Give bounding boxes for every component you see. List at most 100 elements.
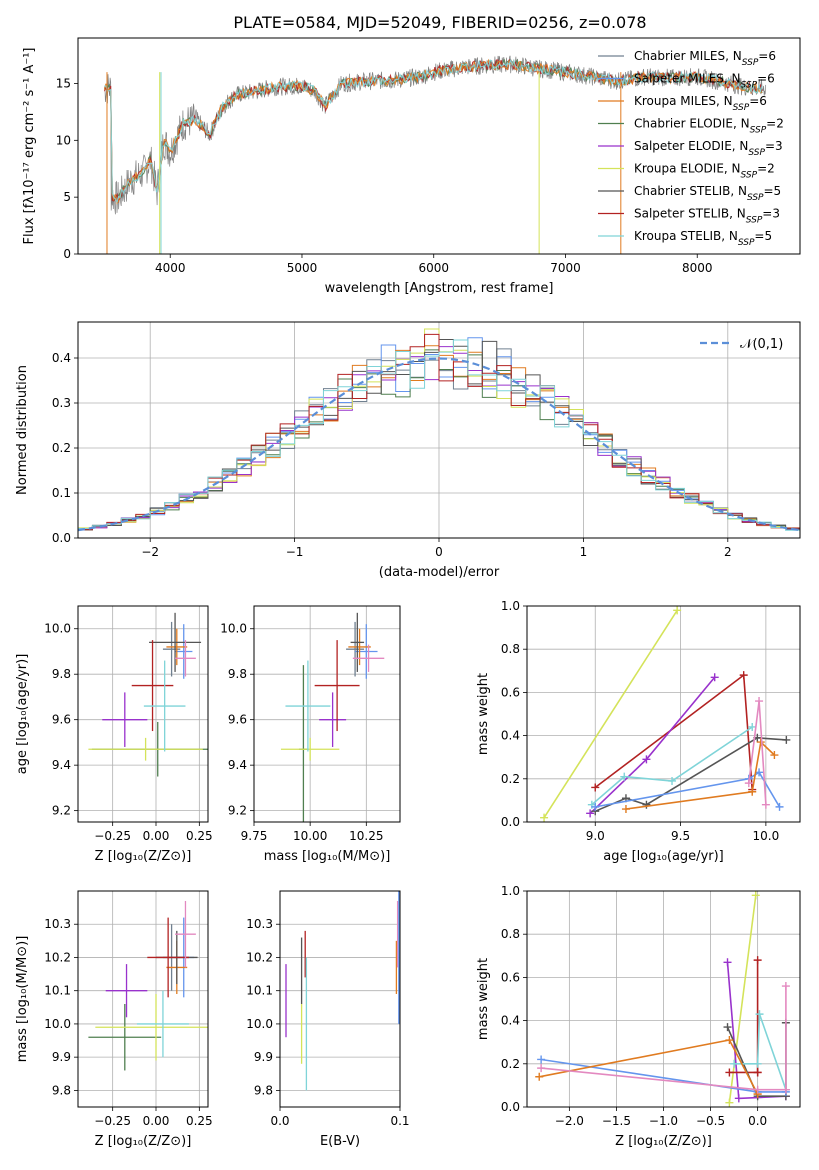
y-tick-label: 9.4 [228, 758, 247, 772]
weight-marker [734, 1094, 743, 1103]
y-tick-label: 9.8 [254, 1083, 273, 1097]
y-tick-label: 0.0 [501, 1100, 520, 1114]
x-tick-label: 2 [724, 545, 732, 559]
weight-marker [537, 1064, 546, 1073]
y-tick-label: 10.3 [246, 917, 273, 931]
x-tick-label: −0.25 [94, 1114, 131, 1128]
weight-marker [751, 891, 760, 900]
x-tick-label: −1.0 [649, 1114, 678, 1128]
y-tick-label: 10.2 [246, 950, 273, 964]
weight-marker [755, 1010, 764, 1019]
observed-spectrum [104, 55, 767, 215]
weight-marker [753, 1068, 762, 1077]
x-tick-label: 0.00 [143, 829, 170, 843]
weight-line [734, 1013, 787, 1090]
x-tick-label: −1.5 [602, 1114, 631, 1128]
weight-marker [725, 1036, 734, 1045]
y-tick-label: 10.2 [44, 950, 71, 964]
weight-marker [755, 697, 764, 706]
weight-marker [586, 809, 595, 818]
y-axis-label: Flux [fλ10⁻¹⁷ erg cm⁻² s⁻¹ A⁻¹] [22, 48, 37, 245]
y-tick-label: 10.0 [44, 622, 71, 636]
weight-marker [723, 958, 732, 967]
y-tick-label: 0.8 [501, 642, 520, 656]
y-tick-label: 10.1 [44, 984, 71, 998]
y-tick-label: 0.4 [501, 1014, 520, 1028]
weight_vs_Z-plot-area [535, 891, 790, 1107]
x-tick-label: 9.0 [586, 829, 605, 843]
y-tick-label: 0.8 [501, 927, 520, 941]
weight-marker [781, 982, 790, 991]
y-tick-label: 10.0 [44, 1017, 71, 1031]
y-tick-label: 9.6 [52, 713, 71, 727]
x-tick-label: 7000 [550, 261, 581, 275]
normal-curve [78, 357, 800, 532]
x-tick-label: −2 [141, 545, 159, 559]
axes-frame [77, 605, 209, 823]
weight-marker [725, 1098, 734, 1107]
weight-marker [756, 738, 765, 747]
spectrum-plot-area [103, 55, 767, 254]
x-tick-label: 0.25 [186, 1114, 213, 1128]
y-axis-label: mass [log₁₀(M/M⊙)] [15, 936, 30, 1063]
y-tick-label: 10.0 [246, 1017, 273, 1031]
y-tick-label: 0.4 [52, 351, 71, 365]
weight-line [728, 895, 757, 1103]
y-axis-label: Normed distribution [15, 365, 30, 495]
x-tick-label: 0.0 [270, 1114, 289, 1128]
mass_vs_Z-plot-area [88, 900, 208, 1071]
model-spectrum [103, 59, 763, 204]
mass_vs_Z-panel: −0.25 0.00 0.25 9.8 9.9 10.0 10.1 10.2 10.3 Z [lo… [15, 890, 213, 1149]
x-tick-label: 1 [580, 545, 588, 559]
axes-frame [279, 890, 401, 1108]
spectrum-legend: Chabrier MILES, NSSP=6 Salpeter MILES, NS… [598, 49, 784, 248]
mass_vs_ebv-panel: 0.0 0.1 9.8 9.9 10.0 10.1 10.2 10.3 E(B-V) [246, 890, 410, 1149]
weight-marker [775, 802, 784, 811]
y-tick-label: 0.2 [501, 772, 520, 786]
y-tick-label: 9.2 [52, 804, 71, 818]
y-axis-label: age [log₁₀(age/yr)] [15, 654, 30, 775]
weight-marker [739, 671, 748, 680]
residuals-panel: −2 −1 0 1 2 0.0 0.1 0.2 0.3 0.4 (data-model)/error… [15, 321, 801, 580]
weight-line [726, 962, 786, 1100]
x-tick-label: 5000 [287, 261, 318, 275]
x-axis-label: Z [log₁₀(Z/Z⊙)] [615, 1134, 712, 1149]
x-tick-label: −0.5 [696, 1114, 725, 1128]
legend-label: Chabrier MILES, NSSP=6 [634, 49, 776, 68]
residuals-plot-area [78, 328, 800, 533]
y-tick-label: 0 [63, 247, 71, 261]
y-tick-label: 0.2 [52, 441, 71, 455]
y-axis-label: mass weight [476, 958, 491, 1040]
x-axis-label: E(B-V) [320, 1134, 360, 1149]
x-axis-label: Z [log₁₀(Z/Z⊙)] [95, 1134, 192, 1149]
x-axis-label: Z [log₁₀(Z/Z⊙)] [95, 849, 192, 864]
x-tick-label: 0.1 [390, 1114, 409, 1128]
x-tick-label: 10.00 [293, 829, 327, 843]
weight-marker [642, 755, 651, 764]
weight-marker [621, 805, 630, 814]
y-tick-label: 15 [56, 76, 71, 90]
weight-marker [723, 1023, 732, 1032]
axes-frame [526, 890, 801, 1108]
weight-line [589, 676, 716, 814]
weight-marker [537, 1055, 546, 1064]
x-tick-label: 4000 [155, 261, 186, 275]
weight-marker [710, 673, 719, 682]
age_vs_Z-panel: −0.25 0.00 0.25 9.2 9.4 9.6 9.8 10.0 Z [log₁₀(Z/… [15, 605, 213, 864]
x-tick-label: 9.75 [241, 829, 268, 843]
y-tick-label: 0.0 [52, 531, 71, 545]
y-tick-label: 10.0 [220, 622, 247, 636]
legend-label: Kroupa STELIB, NSSP=5 [634, 229, 772, 248]
x-tick-label: 10.0 [753, 829, 780, 843]
weight_vs_Z-panel: −2.0 −1.5 −1.0 −0.5 0.0 0.0 0.2 0.4 0.6 0.8 1.0 Z [… [476, 884, 801, 1149]
y-tick-label: 9.4 [52, 758, 71, 772]
age_vs_mass-plot-area [280, 612, 385, 822]
y-tick-label: 9.9 [52, 1050, 71, 1064]
y-tick-label: 1.0 [501, 599, 520, 613]
weight-marker [642, 800, 651, 809]
axes-frame [526, 605, 801, 823]
weight-marker [770, 751, 779, 760]
x-tick-label: 0.0 [748, 1114, 767, 1128]
x-axis-label: age [log₁₀(age/yr)] [603, 849, 724, 864]
y-tick-label: 1.0 [501, 884, 520, 898]
